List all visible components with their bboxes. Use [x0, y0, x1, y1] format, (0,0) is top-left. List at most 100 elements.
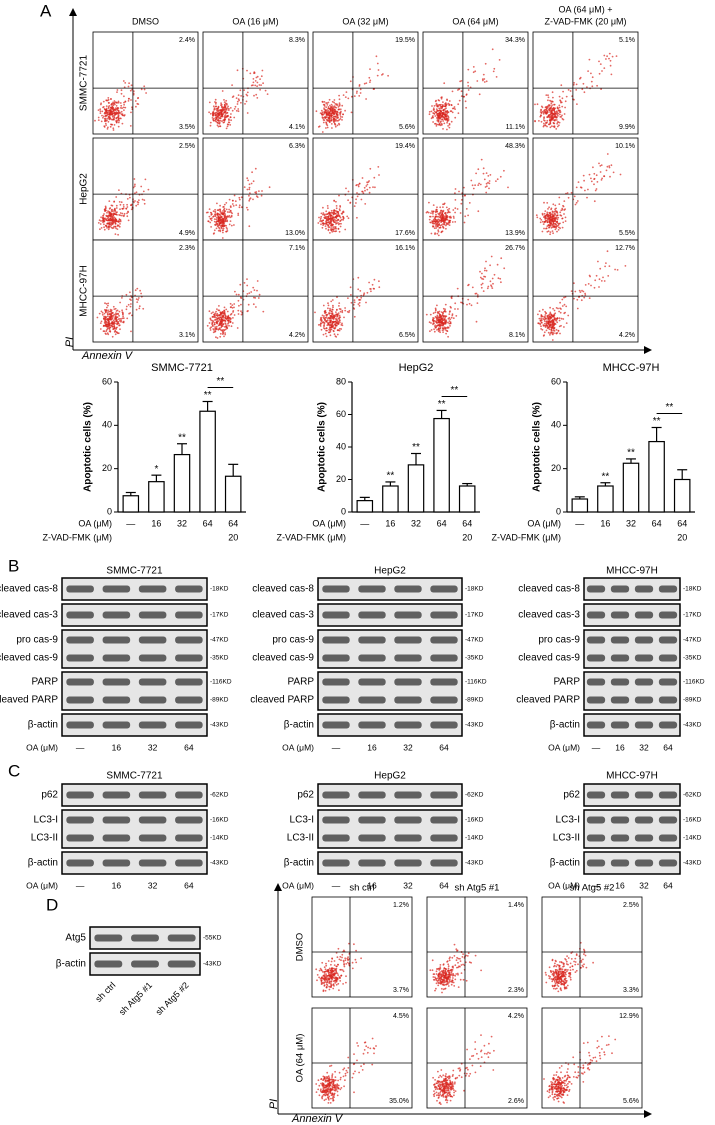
event-dot [378, 286, 381, 289]
event-dot [345, 975, 347, 978]
event-dot [326, 329, 328, 332]
event-dot [586, 86, 588, 88]
event-dot [110, 215, 113, 218]
event-dot [339, 118, 342, 120]
quadrant-percent: 4.9% [179, 230, 195, 237]
quadrant-percent: 34.3% [505, 37, 525, 44]
event-dot [127, 303, 130, 306]
event-dot [599, 267, 602, 270]
event-dot [336, 124, 339, 127]
event-dot [567, 196, 570, 199]
column-header: OA (16 μM) [232, 16, 278, 26]
event-dot [483, 269, 486, 272]
event-dot [330, 328, 333, 331]
event-dot [541, 213, 544, 216]
event-dot [551, 107, 554, 110]
event-dot [549, 123, 552, 125]
event-dot [117, 233, 119, 236]
event-dot [223, 207, 226, 210]
size-marker: -55KD [203, 935, 222, 942]
event-dot [342, 113, 344, 116]
event-dot [358, 298, 361, 301]
event-dot [333, 199, 335, 202]
event-dot [550, 313, 553, 316]
event-dot [252, 81, 255, 84]
event-dot [345, 91, 348, 93]
event-dot [441, 115, 444, 118]
event-dot [99, 108, 102, 111]
bar [224, 475, 242, 513]
size-marker: -116KD [683, 679, 705, 686]
event-dot [445, 224, 447, 227]
event-dot [366, 183, 369, 186]
event-dot [225, 99, 228, 102]
event-dot [353, 301, 356, 304]
event-dot [268, 186, 271, 189]
event-dot [336, 316, 338, 318]
event-dot [321, 100, 324, 103]
event-dot [498, 59, 501, 61]
lane-label: 32 [148, 880, 158, 890]
event-dot [214, 113, 217, 116]
event-dot [318, 976, 320, 979]
event-dot [542, 119, 545, 121]
event-dot [457, 957, 460, 960]
blot-band [394, 834, 422, 842]
event-dot [107, 225, 110, 228]
event-dot [449, 211, 451, 214]
error-bar [651, 426, 662, 442]
event-dot [434, 989, 436, 992]
event-dot [332, 212, 335, 215]
event-dot [106, 306, 108, 309]
event-dot [253, 296, 255, 299]
protein-label: LC3-I [290, 815, 314, 826]
blot-band [634, 791, 654, 799]
protein-label: pro cas-9 [538, 635, 580, 646]
blot-band [167, 960, 196, 968]
event-dot [553, 108, 555, 111]
event-dot [328, 223, 331, 225]
x-tick-label: 64 [652, 518, 662, 528]
error-bar [151, 474, 162, 482]
event-dot [347, 963, 350, 965]
event-dot [218, 122, 221, 125]
event-dot [373, 278, 376, 281]
event-dot [429, 969, 432, 972]
event-dot [262, 310, 265, 313]
event-dot [135, 204, 138, 207]
event-dot [550, 102, 553, 105]
event-dot [559, 222, 561, 225]
event-dot [110, 218, 113, 221]
event-dot [372, 186, 374, 189]
event-dot [222, 310, 224, 313]
event-dot [433, 112, 435, 115]
event-dot [448, 971, 451, 973]
event-dot [559, 332, 561, 335]
protein-label: p62 [41, 790, 58, 801]
event-dot [320, 983, 323, 985]
event-dot [554, 222, 557, 225]
event-dot [100, 227, 103, 229]
blot-frame [61, 629, 208, 669]
event-dot [429, 330, 431, 333]
event-dot [446, 114, 448, 117]
event-dot [559, 113, 561, 116]
event-dot [348, 309, 351, 312]
event-dot [136, 287, 139, 290]
event-dot [363, 186, 366, 189]
event-dot [436, 329, 438, 331]
event-dot [112, 118, 115, 120]
event-dot [465, 106, 467, 109]
event-dot [436, 311, 439, 313]
blot-band [394, 696, 422, 704]
event-dot [332, 330, 335, 333]
event-dot [432, 976, 435, 978]
event-dot [603, 54, 606, 57]
event-dot [318, 969, 321, 972]
event-dot [442, 327, 444, 330]
event-dot [545, 107, 548, 109]
event-dot [103, 312, 106, 315]
event-dot [436, 105, 439, 108]
event-dot [220, 212, 223, 215]
event-dot [454, 211, 456, 214]
